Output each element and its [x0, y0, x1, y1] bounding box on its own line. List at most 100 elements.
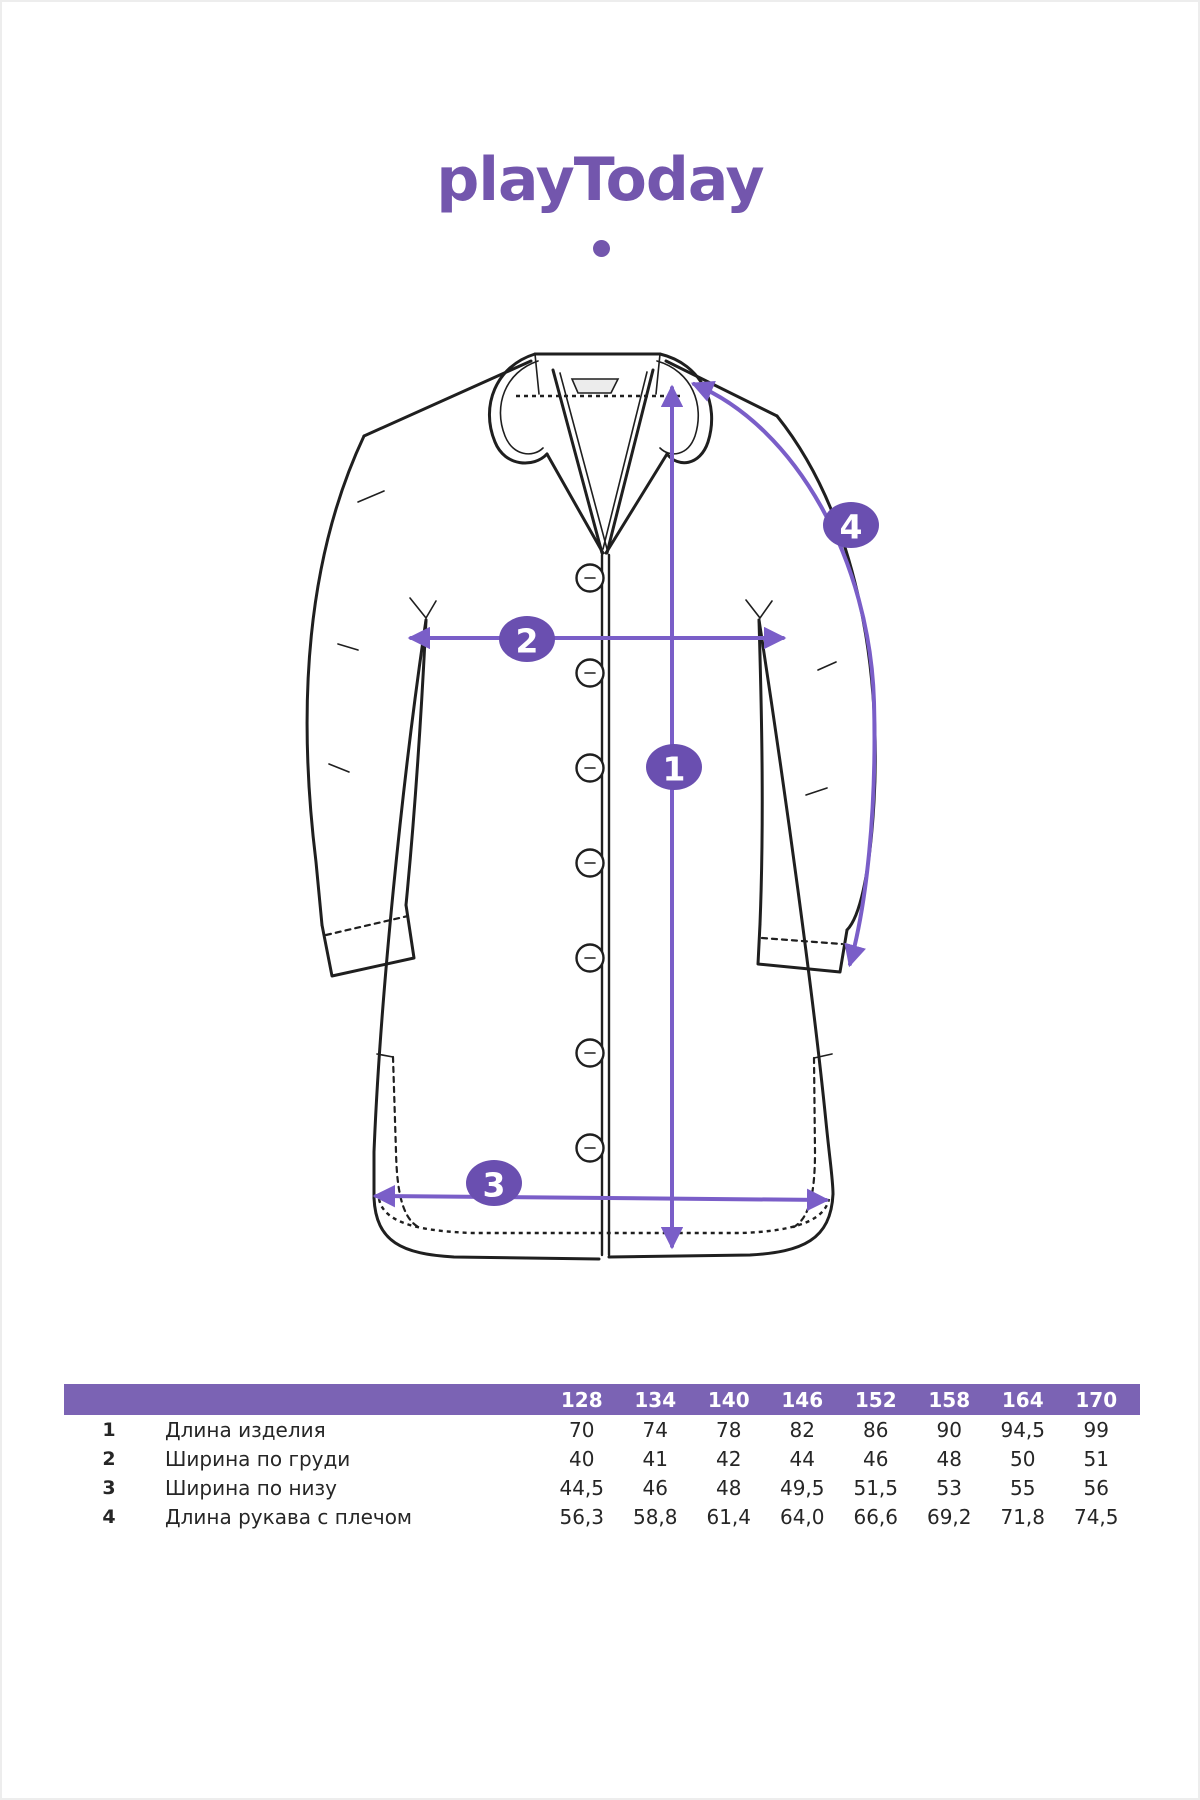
left-slit-facing	[391, 1055, 422, 1230]
measurement-value: 55	[1010, 1475, 1036, 1500]
measurement-number: 2	[102, 1447, 116, 1470]
left-cuff	[320, 903, 416, 978]
measurement-value: 74,5	[1073, 1504, 1119, 1529]
neck-label-tab	[570, 378, 620, 394]
measurement-value: 74	[642, 1417, 668, 1442]
left-sleeve-outer	[305, 434, 366, 927]
size-column-header: 152	[854, 1387, 897, 1412]
size-column-header: 164	[1001, 1387, 1044, 1412]
hem-stitch-line	[377, 1198, 831, 1235]
left-collar-piping	[499, 360, 544, 455]
left-lapel-edge	[545, 452, 605, 555]
measurement-arrows	[372, 381, 877, 1250]
measurement-number: 4	[102, 1505, 116, 1528]
size-table-header: 128 134 140 146 152 158 164 170	[64, 1384, 1140, 1415]
size-column-header: 146	[781, 1387, 824, 1412]
garment-drawing	[305, 352, 877, 1261]
right-armpit-notch	[745, 599, 773, 620]
left-cuff-stitch	[324, 914, 410, 937]
measurement-value: 51	[1083, 1446, 1109, 1471]
measurement-value: 69,2	[926, 1504, 972, 1529]
left-lapel-fold	[551, 368, 604, 555]
measurement-callouts: 1 2 3 4	[466, 502, 879, 1206]
measurement-value: 56	[1083, 1475, 1109, 1500]
measurement-value: 41	[642, 1446, 668, 1471]
button-column	[575, 563, 605, 1163]
callout-2	[499, 616, 555, 662]
right-slit-facing	[790, 1056, 817, 1230]
callout-1-label: 1	[663, 750, 686, 789]
size-column-header: 158	[928, 1387, 971, 1412]
measurement-value: 82	[789, 1417, 815, 1442]
hem-left	[372, 1196, 601, 1261]
right-lapel-fold	[605, 368, 655, 555]
measurement-value: 49,5	[779, 1475, 825, 1500]
measurement-row: 3 Ширина по низу 44,5 46 48 49,5 51,5 53 55 56	[64, 1473, 1140, 1502]
callout-4	[823, 502, 879, 548]
measurement-value: 44,5	[559, 1475, 605, 1500]
size-table: 128 134 140 146 152 158 164 170 1 Длина изделия 7…	[64, 1384, 1140, 1531]
measurement-value: 71,8	[1000, 1504, 1046, 1529]
size-column-header: 170	[1075, 1387, 1118, 1412]
measurement-value: 51,5	[853, 1475, 899, 1500]
arrow-bottom-width	[372, 1184, 830, 1212]
measurement-label: Длина изделия	[165, 1417, 326, 1442]
right-sleeve-inner	[757, 618, 764, 926]
left-sleeve-inner	[404, 618, 428, 907]
measurement-value: 66,6	[853, 1504, 899, 1529]
measurement-number: 1	[102, 1418, 116, 1441]
measurement-value: 70	[569, 1417, 595, 1442]
measurement-value: 53	[936, 1475, 962, 1500]
measurement-value: 48	[936, 1446, 962, 1471]
playtoday-logo: playToday	[436, 145, 764, 215]
callout-3	[466, 1160, 522, 1206]
measurement-value: 56,3	[559, 1504, 605, 1529]
measurement-row: 1 Длина изделия 70 74 78 82 86 90 94,5 99	[64, 1415, 1140, 1444]
measurement-value: 99	[1083, 1417, 1109, 1442]
size-column-header: 128	[560, 1387, 603, 1412]
right-cuff-stitch	[760, 936, 844, 946]
callout-3-label: 3	[483, 1166, 506, 1205]
measurement-number: 3	[102, 1476, 116, 1499]
left-slit-top	[376, 1053, 394, 1058]
measurement-value: 44	[789, 1446, 815, 1471]
left-armpit-notch	[409, 597, 437, 620]
measurement-value: 46	[642, 1475, 668, 1500]
right-body-side	[757, 618, 835, 1196]
callout-2-label: 2	[516, 622, 539, 661]
right-sleeve-creases	[805, 661, 837, 796]
measurement-value: 50	[1010, 1446, 1036, 1471]
left-sleeve-creases	[328, 490, 385, 773]
playtoday-logo-dot	[593, 240, 610, 257]
measurement-row: 2 Ширина по груди 40 41 42 44 46 48 50 51	[64, 1444, 1140, 1473]
left-collar-lobe	[487, 352, 549, 465]
left-body-side	[372, 618, 428, 1200]
callout-4-label: 4	[840, 508, 863, 547]
right-shoulder-line	[664, 359, 779, 418]
measurement-value: 78	[716, 1417, 742, 1442]
hem-right	[607, 1192, 835, 1259]
measurement-value: 46	[863, 1446, 889, 1471]
measurement-value: 64,0	[779, 1504, 825, 1529]
right-lapel-piping	[602, 371, 648, 550]
callout-1	[646, 744, 702, 790]
measurement-value: 42	[716, 1446, 742, 1471]
measurement-label: Ширина по низу	[165, 1475, 337, 1500]
measurement-value: 40	[569, 1446, 595, 1471]
size-table-body: 1 Длина изделия 70 74 78 82 86 90 94,5 99 2 Ширина …	[64, 1415, 1140, 1531]
left-lapel-piping	[559, 372, 608, 550]
measurement-label: Ширина по груди	[165, 1446, 351, 1471]
measurement-value: 90	[936, 1417, 962, 1442]
measurement-row: 4 Длина рукава с плечом 56,3 58,8 61,4 64,0 66…	[64, 1502, 1140, 1531]
measurement-value: 48	[716, 1475, 742, 1500]
size-column-header: 134	[634, 1387, 677, 1412]
right-lapel-edge	[604, 452, 669, 555]
measurement-value: 58,8	[632, 1504, 678, 1529]
measurement-value: 61,4	[706, 1504, 752, 1529]
size-column-header: 140	[707, 1387, 750, 1412]
measurement-value: 86	[863, 1417, 889, 1442]
collar-stand-edges	[534, 353, 661, 395]
measurement-value: 94,5	[1000, 1417, 1046, 1442]
